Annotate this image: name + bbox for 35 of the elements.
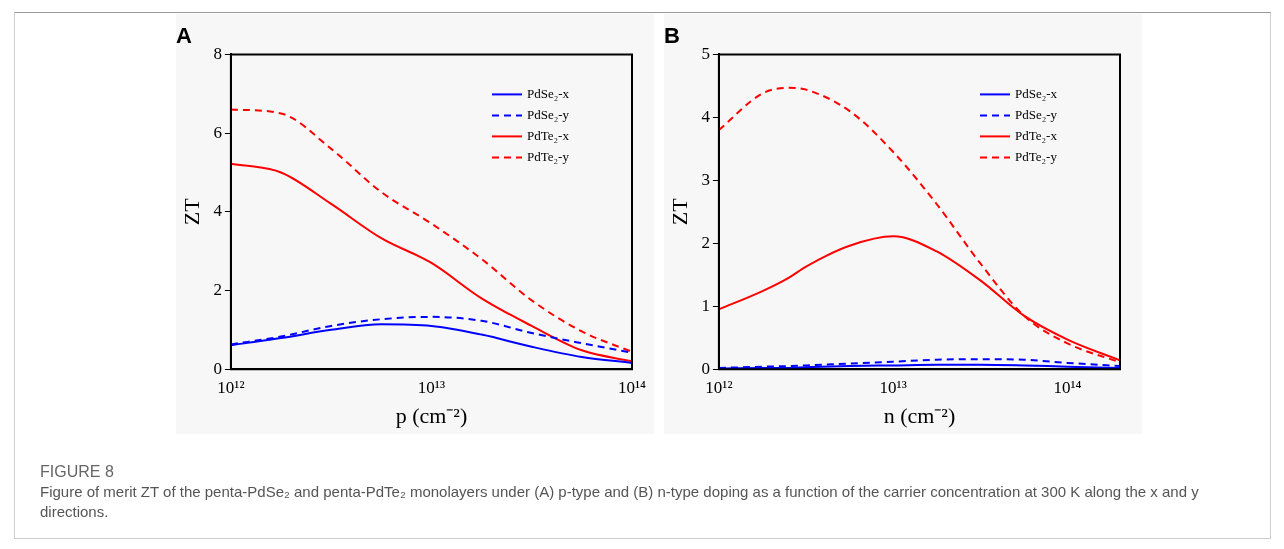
x-axis-title: n (cm⁻²) <box>883 402 956 428</box>
chart-title: A <box>176 23 192 49</box>
x-tick-label: 10¹⁴ <box>1053 377 1082 397</box>
legend-label: PdTe₂-x <box>527 127 570 143</box>
y-axis-title: ZT <box>666 197 692 226</box>
y-tick-label: 0 <box>701 358 710 378</box>
x-tick-label: 10¹² <box>705 377 733 397</box>
y-tick-label: 8 <box>213 43 222 63</box>
y-tick-label: 4 <box>213 201 223 221</box>
legend-label: PdTe₂-y <box>527 148 570 164</box>
legend-label: PdSe₂-x <box>527 85 570 101</box>
x-tick-label: 10¹³ <box>417 377 446 397</box>
x-axis-title: p (cm⁻²) <box>395 402 468 428</box>
text: Figure of merit ZT of the penta-PdSe₂ and penta-PdTe₂ monolayers under (A) p-type and (B) n-type doping as a function of the carrier concentration at 300 K along the x and y directions. <box>40 482 1200 522</box>
y-tick-label: 6 <box>213 122 222 142</box>
x-tick-label: 10¹² <box>217 377 245 397</box>
y-tick-label: 4 <box>701 106 711 126</box>
y-axis-title: ZT <box>178 197 204 226</box>
legend-label: PdSe₂-y <box>527 106 570 122</box>
x-tick-label: 10¹⁴ <box>617 377 647 397</box>
legend-label: PdSe₂-y <box>1015 106 1058 122</box>
chart-title: B <box>664 23 680 49</box>
line-series <box>230 108 632 353</box>
y-tick-label: 3 <box>701 169 710 189</box>
y-tick-label: 1 <box>701 295 710 315</box>
legend-label: PdTe₂-x <box>1015 127 1058 143</box>
y-tick-label: 2 <box>701 232 710 252</box>
y-tick-label: 0 <box>213 358 222 378</box>
legend-label: PdSe₂-x <box>1015 85 1058 101</box>
legend-label: PdTe₂-y <box>1015 148 1058 164</box>
y-tick-label: 5 <box>701 43 710 63</box>
y-tick-label: 2 <box>213 279 222 299</box>
line-series <box>230 162 632 363</box>
x-tick-label: 10¹³ <box>879 377 907 397</box>
caption: FIGURE 8 <box>40 462 115 482</box>
